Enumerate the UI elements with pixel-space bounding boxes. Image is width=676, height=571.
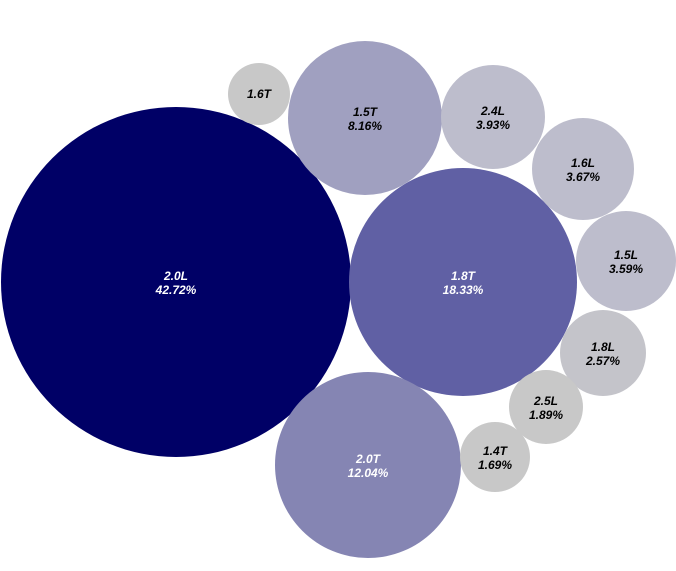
bubble-2-4l: 2.4L3.93%: [441, 65, 545, 169]
bubble-value-1-8t: 18.33%: [443, 283, 484, 297]
bubble-label-1-6l: 1.6L: [571, 156, 595, 170]
bubble-circle-2-0l: [1, 107, 351, 457]
bubble-value-1-4t: 1.69%: [478, 458, 512, 472]
bubble-1-5l: 1.5L3.59%: [576, 211, 676, 311]
bubble-value-2-0l: 42.72%: [155, 283, 197, 297]
bubble-circle-1-8l: [560, 310, 646, 396]
bubble-label-1-8t: 1.8T: [451, 269, 477, 283]
bubble-label-2-0l: 2.0L: [163, 269, 188, 283]
bubble-value-2-5l: 1.89%: [529, 408, 563, 422]
bubble-circle-2-4l: [441, 65, 545, 169]
bubble-circle-1-4t: [460, 422, 530, 492]
bubble-circle-1-6l: [532, 118, 634, 220]
bubble-circle-1-8t: [349, 168, 577, 396]
bubble-label-2-4l: 2.4L: [480, 104, 505, 118]
bubble-1-5t: 1.5T8.16%: [288, 41, 442, 195]
bubble-circle-2-5l: [509, 370, 583, 444]
bubble-value-1-5l: 3.59%: [609, 262, 643, 276]
bubble-1-6t: 1.6T: [228, 63, 290, 125]
bubble-2-5l: 2.5L1.89%: [509, 370, 583, 444]
bubble-value-1-8l: 2.57%: [585, 354, 620, 368]
bubble-label-2-0t: 2.0T: [355, 452, 382, 466]
bubble-1-4t: 1.4T1.69%: [460, 422, 530, 492]
bubble-label-1-6t: 1.6T: [247, 87, 273, 101]
bubble-circle-1-5l: [576, 211, 676, 311]
bubble-label-1-4t: 1.4T: [483, 444, 509, 458]
bubble-value-2-0t: 12.04%: [348, 466, 389, 480]
bubble-value-2-4l: 3.93%: [476, 118, 510, 132]
bubble-label-1-5t: 1.5T: [353, 105, 379, 119]
bubble-circle-1-6t: [228, 63, 290, 125]
bubble-1-8l: 1.8L2.57%: [560, 310, 646, 396]
bubble-label-1-8l: 1.8L: [591, 340, 615, 354]
bubble-circle-2-0t: [275, 372, 461, 558]
bubble-value-1-5t: 8.16%: [348, 119, 382, 133]
bubble-circle-1-5t: [288, 41, 442, 195]
bubble-label-1-5l: 1.5L: [614, 248, 638, 262]
bubble-value-1-6l: 3.67%: [566, 170, 600, 184]
bubble-1-6l: 1.6L3.67%: [532, 118, 634, 220]
bubble-label-2-5l: 2.5L: [533, 394, 558, 408]
